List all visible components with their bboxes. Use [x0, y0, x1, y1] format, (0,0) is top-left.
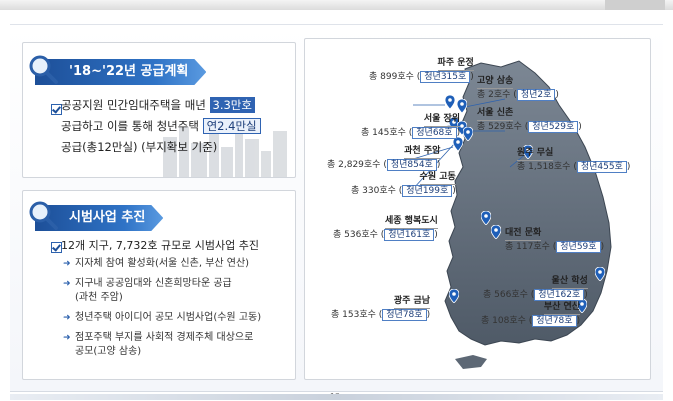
supply-plan-panel: '18~'22년 공급계획 공공지원 민간임대주택을 매년 3.3만호 공급하고… [22, 42, 296, 178]
site-label-seoul-sinchon: 서울 신촌 총 529호수 (청년529호) [477, 108, 582, 133]
site-label-seoul-jangwi: 서울 장위 총 145호수 (청년68호) [361, 114, 461, 139]
section-title-supply-plan: '18~'22년 공급계획 [35, 59, 206, 85]
list-item: ➜ 점포주택 부지를 사회적 경제주체 대상으로 [63, 332, 254, 343]
arrow-right-icon: ➜ [63, 279, 71, 289]
location-pin-icon[interactable] [457, 99, 467, 113]
location-pin-icon[interactable] [449, 289, 459, 303]
site-label-gwangju: 광주 금남 총 153호수 (청년78호) [331, 296, 431, 321]
location-pin-icon[interactable] [523, 145, 533, 159]
site-label-busan: 부산 연산 총 108호수 (청년78호) [481, 302, 581, 327]
arrow-right-icon: ➜ [63, 313, 71, 323]
location-pin-icon[interactable] [453, 137, 463, 151]
line3-text: 공급(총12만실) (부지확보 기준) [61, 140, 218, 154]
site-label-wonju: 원주 무실 총 1,518호수 (청년455호) [517, 148, 631, 173]
highlight-annual-supply: 3.3만호 [209, 97, 255, 113]
site-label-gwacheon: 과천 주암 총 2,829호수 (청년854호) [327, 146, 441, 171]
location-pin-icon[interactable] [491, 225, 501, 239]
site-label-daejeon: 대전 문화 총 117호수 (청년59호) [505, 228, 605, 253]
list-item: ➜ 청년주택 아이디어 공모 시범사업(수원 고동) [63, 312, 262, 323]
pilot-main-text: 12개 지구, 7,732호 규모로 시범사업 추진 [61, 239, 260, 252]
pilot-project-panel: 시범사업 추진 12개 지구, 7,732호 규모로 시범사업 추진 ➜ 지자체 … [22, 190, 296, 380]
checkbox-icon [51, 242, 62, 253]
arrow-right-icon: ➜ [63, 333, 71, 343]
arrow-right-icon: ➜ [63, 259, 71, 269]
list-item-continued: (과천 주암) [75, 292, 123, 303]
magnifier-icon [29, 55, 58, 84]
list-item: ➜ 지구내 공공임대와 신혼희망타운 공급 [63, 278, 232, 289]
list-item: ➜ 지자체 참여 활성화(서울 신촌, 부산 연산) [63, 258, 250, 269]
supply-plan-text: 공공지원 민간임대주택을 매년 3.3만호 공급하고 이를 통해 청년주택 연2… [61, 95, 295, 158]
highlight-youth-rooms: 연2.4만실 [202, 118, 261, 134]
pilot-sub-list: ➜ 지자체 참여 활성화(서울 신촌, 부산 연산) ➜ 지구내 공공임대와 신혼희… [63, 257, 295, 365]
line2-text: 공급하고 이를 통해 청년주택 [61, 119, 199, 133]
city-skyline-graphic [163, 121, 287, 177]
top-bar-tab [605, 0, 665, 10]
site-label-paju: 파주 운정 총 899호수 (청년315호) [369, 58, 474, 83]
jeju-island-shape [455, 355, 487, 369]
map-panel: 파주 운정 총 899호수 (청년315호) 고양 삼송 총 2호수 (청년2호… [304, 38, 651, 380]
site-label-sejong: 세종 행복도시 총 536호수 (청년161호) [333, 216, 438, 241]
checkbox-icon [51, 104, 62, 115]
location-pin-icon[interactable] [577, 299, 587, 313]
location-pin-icon[interactable] [595, 267, 605, 281]
site-label-goyang: 고양 삼송 총 2호수 (청년2호) [477, 76, 559, 101]
line1-text: 공공지원 민간임대주택을 매년 [61, 98, 206, 112]
top-bar [0, 0, 673, 10]
location-pin-icon[interactable] [481, 211, 491, 225]
magnifier-icon [29, 201, 58, 230]
bottom-bar [10, 394, 663, 400]
site-label-ulsan: 울산 학성 총 566호수 (청년162호) [483, 276, 588, 301]
site-label-suwon: 수원 고동 총 330호수 (청년199호) [351, 172, 456, 197]
location-pin-icon[interactable] [463, 127, 473, 141]
location-pin-icon[interactable] [445, 95, 455, 109]
list-item-continued: 공모(고양 삼송) [75, 346, 142, 357]
